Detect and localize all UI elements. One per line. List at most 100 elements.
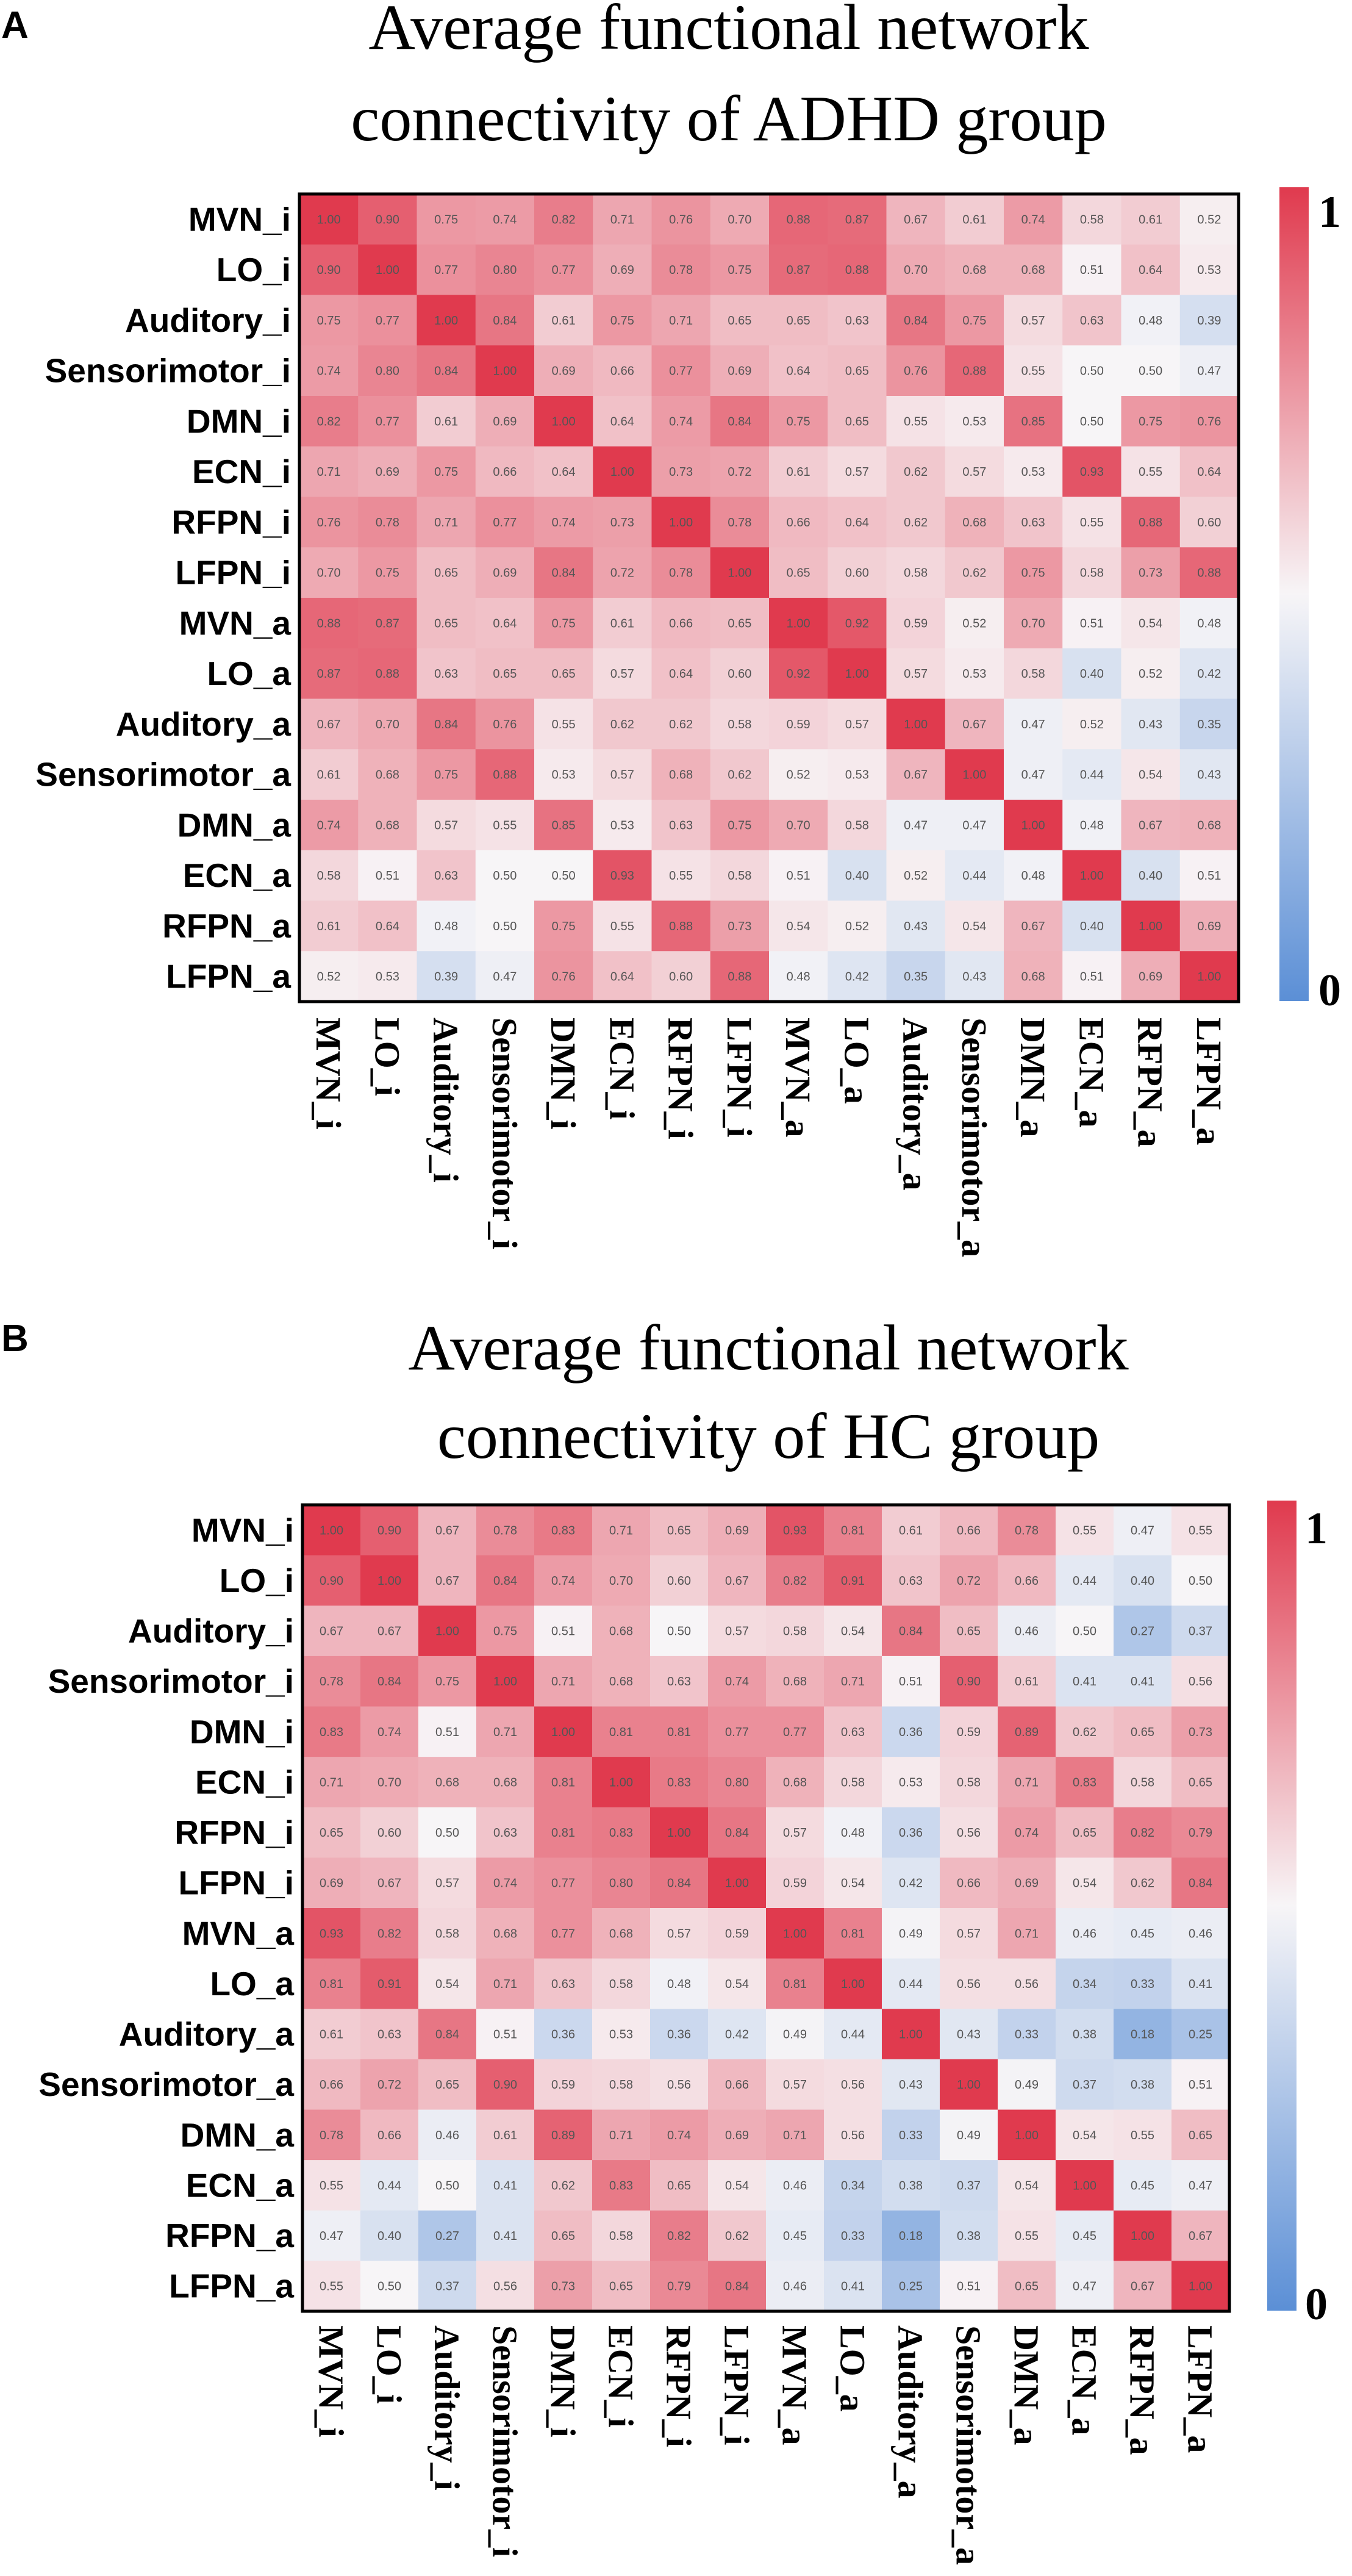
heatmap-cell [882,1807,940,1858]
heatmap-cell [418,2210,477,2261]
heatmap-cell [769,951,828,1002]
heatmap-cell [1171,2109,1230,2161]
cell-value-label: 0.56 [957,1826,981,1840]
heatmap-cell [769,345,828,396]
heatmap-cell [1056,2109,1114,2161]
heatmap-cell [534,800,593,851]
cell-value-label: 0.49 [783,2028,807,2042]
cell-value-label: 1.00 [320,1524,343,1537]
cell-value-label: 0.78 [376,516,399,529]
heatmap-cell [940,1706,998,1757]
heatmap-cell [299,648,359,700]
heatmap-cell [593,648,653,700]
heatmap-cell [1171,1807,1230,1858]
heatmap-cell [945,900,1004,952]
row-label: LO_i [216,251,291,289]
heatmap-cell [417,598,476,649]
cell-value-label: 1.00 [669,516,693,529]
cell-value-label: 0.78 [669,264,693,277]
heatmap-cell [886,598,946,649]
cell-value-label: 0.88 [728,970,751,984]
heatmap-cell [824,2210,882,2261]
heatmap-cell [299,194,359,245]
heatmap-cell [828,396,887,447]
heatmap-cell [769,295,828,346]
cell-value-label: 0.83 [609,2179,633,2192]
cell-value-label: 0.65 [667,1524,691,1537]
heatmap-cell [945,244,1004,296]
cell-value-label: 0.61 [1015,1675,1039,1688]
cell-value-label: 0.61 [317,769,341,782]
cell-value-label: 0.68 [609,1927,633,1940]
cell-value-label: 0.53 [962,415,986,428]
cell-value-label: 0.69 [493,567,517,580]
cell-value-label: 0.25 [1189,2028,1212,2042]
heatmap-cell [534,2109,593,2161]
heatmap-cell [710,396,770,447]
heatmap-cell [358,194,418,245]
cell-value-label: 0.64 [610,415,634,428]
column-label: MVN_i [312,2325,351,2438]
cell-value-label: 0.52 [962,617,986,630]
heatmap-cell [769,396,828,447]
cell-value-label: 0.66 [957,1877,981,1890]
row-label: Sensorimotor_i [48,1662,294,1700]
heatmap-cell [945,698,1004,750]
cell-value-label: 1.00 [899,2028,923,2042]
heatmap-cell [1056,2009,1114,2060]
heatmap-cell [1004,497,1063,548]
cell-value-label: 0.47 [904,819,928,832]
cell-value-label: 0.81 [551,1776,575,1789]
cell-value-label: 0.42 [1197,667,1221,681]
cell-value-label: 0.80 [376,365,399,378]
cell-value-label: 0.52 [1080,718,1104,731]
row-label: Auditory_a [119,2015,295,2053]
heatmap-cell [1121,244,1181,296]
cell-value-label: 0.74 [551,1574,575,1588]
heatmap-cell [1171,2261,1230,2312]
heatmap-cell [418,1555,477,1606]
cell-value-label: 1.00 [1080,869,1104,883]
cell-value-label: 0.84 [725,2280,749,2294]
cell-value-label: 0.76 [552,970,576,984]
heatmap-cell [358,951,418,1002]
heatmap-cell [1004,900,1063,952]
cell-value-label: 0.64 [493,617,517,630]
heatmap-cell [475,598,535,649]
heatmap-cell [534,2210,593,2261]
heatmap-cell [592,1656,651,1707]
heatmap-cell [766,2109,824,2161]
cell-value-label: 0.51 [957,2280,981,2294]
cell-value-label: 0.44 [1080,769,1104,782]
heatmap-cell [534,951,593,1002]
panel-a: A Average functional network connectivit… [1,0,1341,1257]
row-label: ECN_a [183,856,292,894]
cell-value-label: 0.46 [783,2179,807,2192]
cell-value-label: 0.71 [610,213,634,226]
cell-value-label: 1.00 [1189,2280,1212,2294]
cell-value-label: 0.58 [317,869,341,883]
heatmap-cell [940,2210,998,2261]
cell-value-label: 0.77 [552,264,576,277]
cell-value-label: 0.42 [899,1877,923,1890]
heatmap-cell [828,295,887,346]
heatmap-cell [593,951,653,1002]
cell-value-label: 0.73 [551,2280,575,2294]
row-label: Sensorimotor_i [45,352,291,390]
heatmap-cell [708,1757,767,1808]
cell-value-label: 0.83 [551,1524,575,1537]
cell-value-label: 0.41 [493,2230,517,2243]
heatmap-cell [828,598,887,649]
heatmap-cell [1004,951,1063,1002]
cell-value-label: 0.36 [899,1726,923,1739]
heatmap-cell [882,2210,940,2261]
heatmap-cell [358,295,418,346]
heatmap-cell [476,1656,535,1707]
cell-value-label: 1.00 [1139,920,1162,933]
heatmap-cell [302,2160,361,2211]
heatmap-cell [650,1505,709,1556]
cell-value-label: 0.66 [1015,1574,1039,1588]
heatmap-cell [1114,1807,1172,1858]
row-label: LFPN_i [176,554,291,592]
column-label: LO_i [370,2325,409,2404]
